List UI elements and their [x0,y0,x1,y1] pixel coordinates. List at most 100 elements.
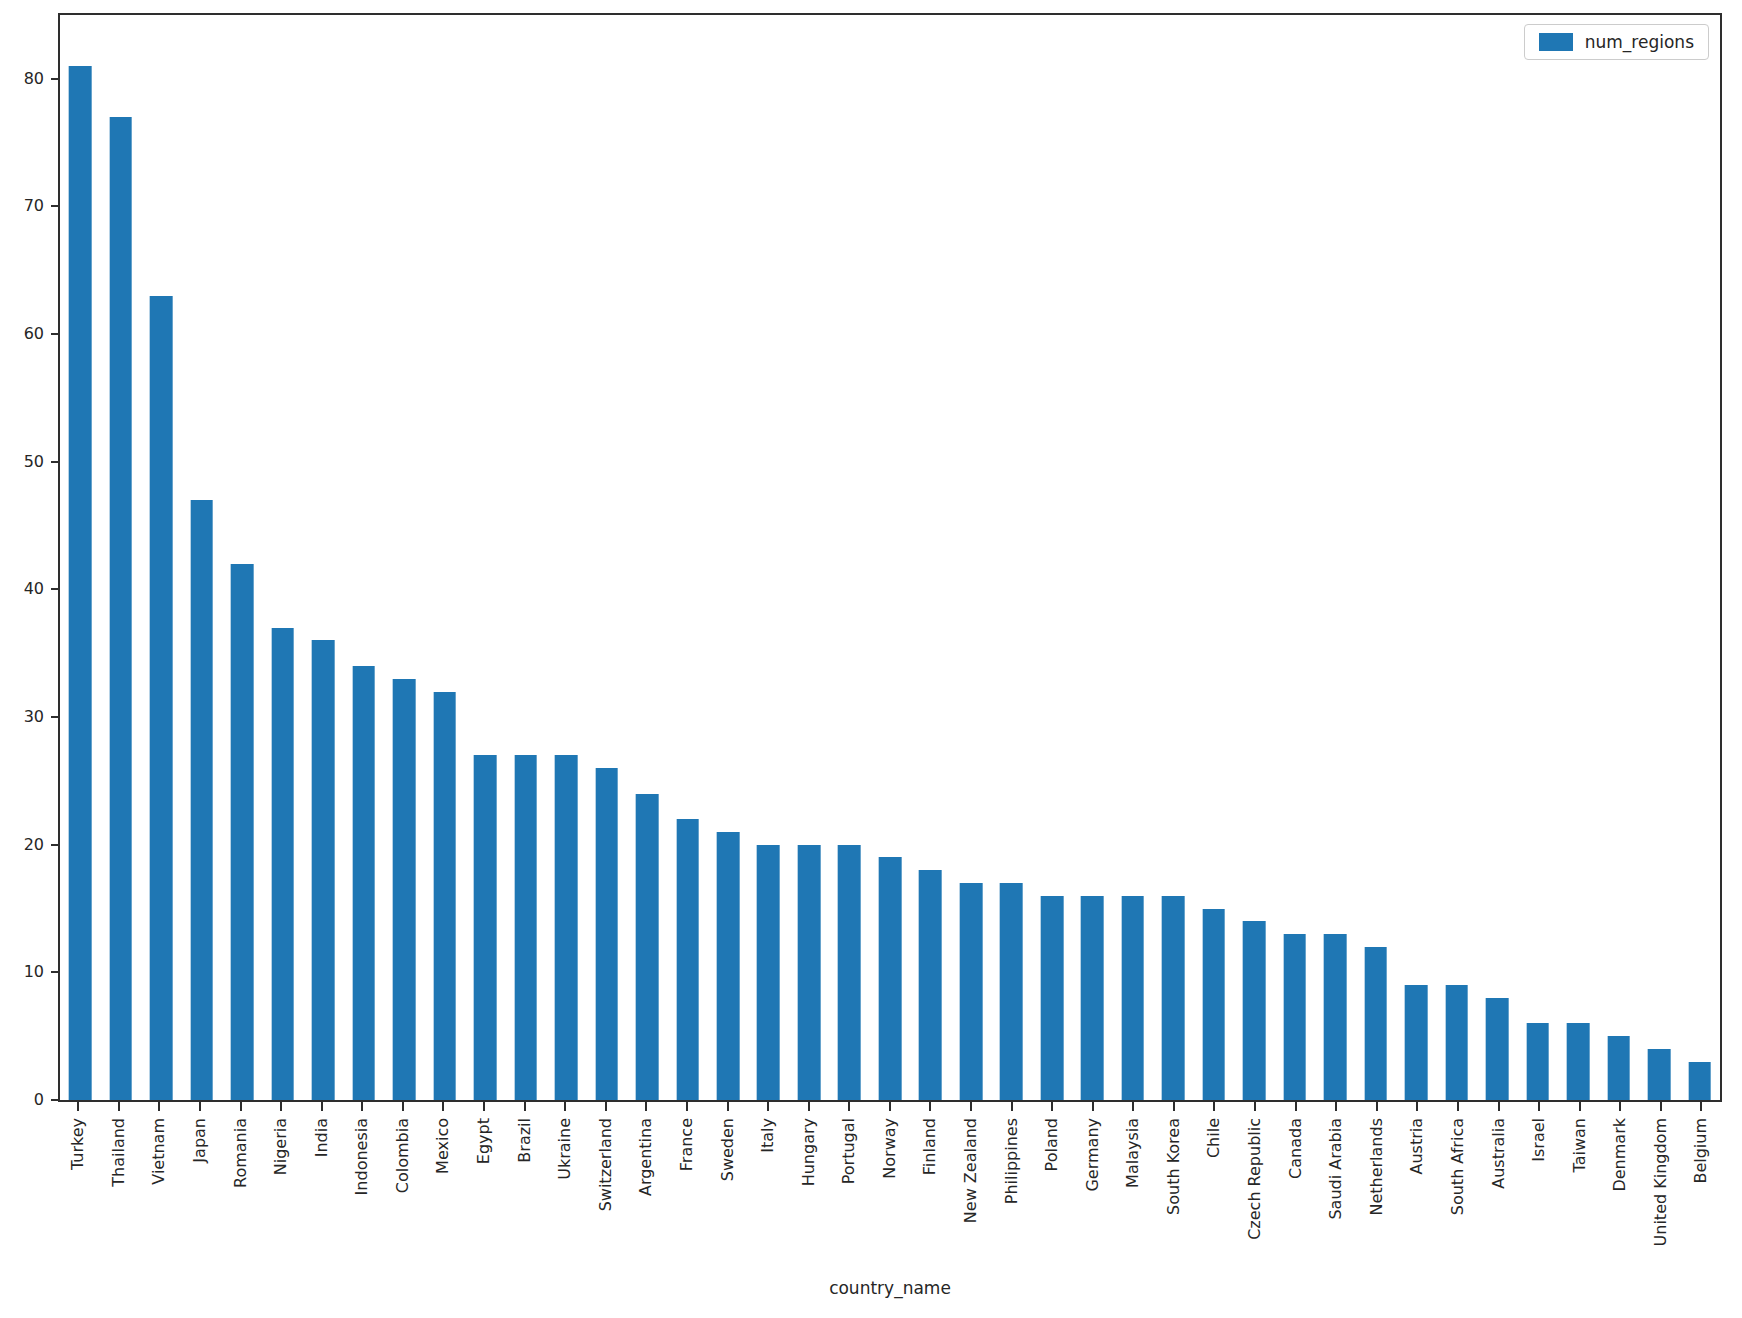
x-tick: Indonesia [342,1102,383,1246]
x-tick-mark [686,1102,688,1111]
bar [1567,1023,1590,1100]
bar [757,845,780,1100]
x-tick-mark [1376,1102,1378,1111]
x-tick-mark [808,1102,810,1111]
x-tick-label: India [314,1118,330,1157]
bar [1445,985,1468,1100]
bar [1364,947,1387,1100]
x-tick-label: Sweden [720,1118,736,1181]
bar-slot [1194,15,1234,1100]
bar-slot [181,15,221,1100]
x-tick-label: Austria [1409,1118,1425,1175]
bar-slot [1679,15,1719,1100]
y-tick-label: 10 [24,964,44,980]
bar [1162,896,1185,1100]
bar [1405,985,1428,1100]
x-tick-mark [483,1102,485,1111]
x-tick-mark [1051,1102,1053,1111]
bar-slot [991,15,1031,1100]
x-tick: Finland [910,1102,951,1246]
x-tick-label: Italy [760,1118,776,1153]
x-tick-mark [1132,1102,1134,1111]
x-tick-mark [1213,1102,1215,1111]
bar-slot [60,15,100,1100]
bar [879,857,902,1100]
bar-slot [1558,15,1598,1100]
x-tick-label: Vietnam [151,1118,167,1185]
bar-slot [384,15,424,1100]
x-tick: Germany [1072,1102,1113,1246]
x-tick-label: South Korea [1166,1118,1182,1215]
x-tick: Mexico [423,1102,464,1246]
x-tick-label: Denmark [1612,1118,1628,1192]
x-tick-label: New Zealand [963,1118,979,1223]
x-tick: Belgium [1681,1102,1722,1246]
x-tick-label: Indonesia [354,1118,370,1195]
x-tick: Switzerland [586,1102,627,1246]
bar [595,768,618,1100]
x-tick-mark [442,1102,444,1111]
x-tick-mark [970,1102,972,1111]
x-tick-label: Norway [882,1118,898,1179]
bar-slot [1153,15,1193,1100]
bar-slot [1113,15,1153,1100]
x-tick-mark [77,1102,79,1111]
x-tick-mark [524,1102,526,1111]
x-tick-mark [1660,1102,1662,1111]
bar-slot [910,15,950,1100]
x-tick: Ukraine [545,1102,586,1246]
x-tick-mark [1457,1102,1459,1111]
bar-slot [708,15,748,1100]
x-tick: United Kingdom [1641,1102,1682,1246]
legend-label: num_regions [1585,34,1694,51]
x-tick-mark [321,1102,323,1111]
x-tick: Vietnam [139,1102,180,1246]
y-tick-mark [51,205,60,207]
x-tick-mark [727,1102,729,1111]
x-tick-label: Czech Republic [1247,1118,1263,1240]
bar [838,845,861,1100]
legend-swatch-icon [1539,33,1573,51]
x-tick: Norway [870,1102,911,1246]
x-tick: New Zealand [951,1102,992,1246]
y-tick-mark [51,588,60,590]
bar [69,66,92,1100]
bar-slot [667,15,707,1100]
x-tick-mark [1254,1102,1256,1111]
bar-slot [1275,15,1315,1100]
x-tick-mark [1092,1102,1094,1111]
x-tick: Israel [1519,1102,1560,1246]
bar [393,679,416,1100]
legend: num_regions [1524,24,1709,60]
x-tick-mark [1619,1102,1621,1111]
x-tick: Netherlands [1357,1102,1398,1246]
bar [717,832,740,1100]
x-tick-mark [767,1102,769,1111]
y-tick-mark [51,78,60,80]
x-tick: Chile [1194,1102,1235,1246]
x-tick-label: Ukraine [557,1118,573,1180]
bar-chart-figure: num_regions 01020304050607080 TurkeyThai… [0,0,1742,1318]
bar [1243,921,1266,1100]
bar [636,794,659,1100]
bar-slot [870,15,910,1100]
bar [555,755,578,1100]
bar-slot [1477,15,1517,1100]
x-tick: South Africa [1438,1102,1479,1246]
y-tick-label: 70 [24,198,44,214]
bar [231,564,254,1100]
bar [1202,909,1225,1100]
x-tick: Colombia [383,1102,424,1246]
bar-slot [627,15,667,1100]
x-tick-mark [280,1102,282,1111]
bar-slot [222,15,262,1100]
x-tick-label: Colombia [395,1118,411,1193]
x-tick: Egypt [464,1102,505,1246]
x-tick-mark [1295,1102,1297,1111]
x-tick-mark [1579,1102,1581,1111]
x-tick: France [667,1102,708,1246]
y-tick-mark [51,461,60,463]
x-tick-label: Germany [1085,1118,1101,1192]
bar-slot [1436,15,1476,1100]
x-tick-label: Malaysia [1125,1118,1141,1188]
